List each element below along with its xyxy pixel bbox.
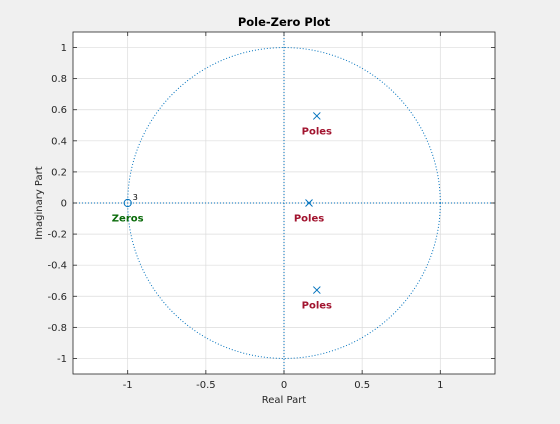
zero-marker: [123, 198, 132, 208]
y-tick-label: 0.2: [51, 167, 67, 178]
x-ticks: -1 -0.5 0 0.5 1: [123, 32, 443, 391]
x-axis-label: Real Part: [262, 395, 307, 406]
chart-title: Pole-Zero Plot: [238, 15, 331, 29]
x-tick-label: -0.5: [196, 380, 216, 391]
pole-marker: [305, 199, 313, 207]
y-ticks: 1 0.8 0.6 0.4 0.2 0 -0.2 -0.4 -0.6 -0.8 -1: [47, 43, 495, 365]
y-tick-label: -0.4: [47, 261, 67, 272]
poles-annotation: Poles: [302, 126, 332, 137]
pole-marker: [312, 286, 321, 294]
pole-marker-stroke: [312, 286, 321, 294]
x-tick-label: -1: [123, 380, 133, 391]
y-tick-label: 1: [61, 43, 67, 54]
annotations: Poles Poles Poles Zeros: [112, 126, 332, 311]
zero-multiplicity-label: 3: [133, 193, 138, 202]
poles-annotation: Poles: [302, 301, 332, 312]
y-tick-label: 0.6: [51, 105, 67, 116]
y-tick-label: -0.6: [47, 292, 67, 303]
x-tick-label: 0: [281, 380, 287, 391]
pole-marker-stroke: [305, 199, 313, 207]
x-tick-label: 0.5: [354, 380, 370, 391]
data-marks: 3: [123, 112, 321, 294]
y-tick-label: -1: [57, 354, 67, 365]
y-tick-label: 0: [61, 199, 67, 210]
y-tick-label: -0.2: [47, 230, 67, 241]
y-tick-label: -0.8: [47, 323, 67, 334]
poles-annotation: Poles: [294, 214, 324, 225]
pole-marker-stroke: [312, 112, 321, 120]
y-tick-label: 0.4: [51, 136, 67, 147]
pole-marker: [312, 112, 321, 120]
reference-lines: [73, 32, 495, 374]
y-axis-label: Imaginary Part: [34, 166, 45, 239]
zeros-annotation: Zeros: [112, 214, 144, 225]
x-tick-label: 1: [437, 380, 443, 391]
y-tick-label: 0.8: [51, 74, 67, 85]
